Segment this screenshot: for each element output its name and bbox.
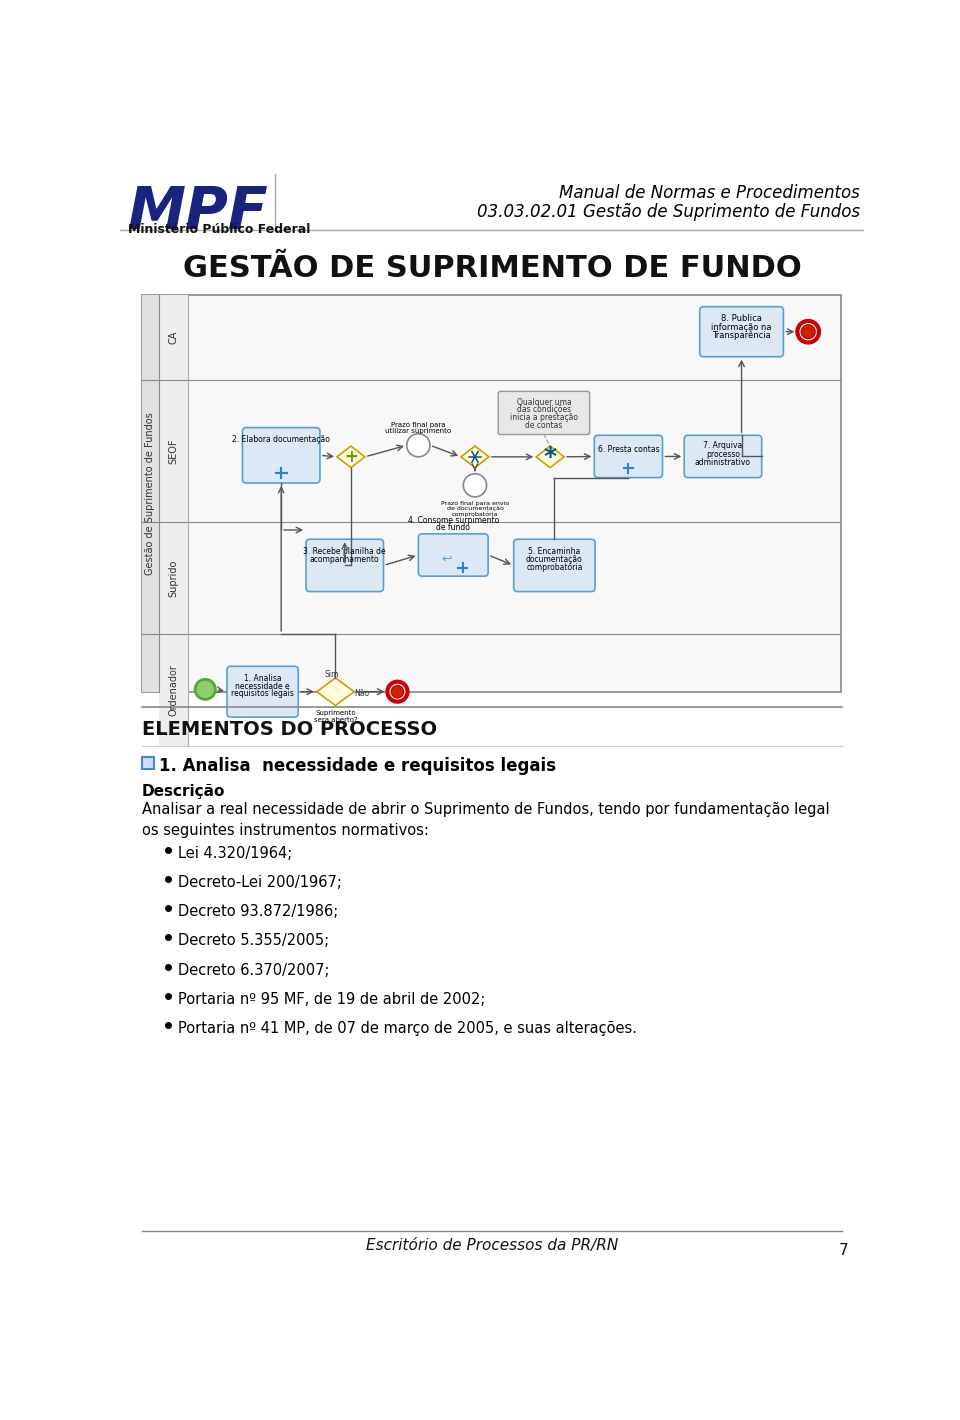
FancyBboxPatch shape bbox=[684, 436, 761, 477]
Text: Gestão de Suprimento de Fundos: Gestão de Suprimento de Fundos bbox=[145, 412, 156, 575]
Text: CA: CA bbox=[168, 331, 179, 344]
Text: utilizar suprimento: utilizar suprimento bbox=[385, 427, 451, 433]
Text: 5. Encaminha: 5. Encaminha bbox=[528, 547, 581, 555]
Text: documentação: documentação bbox=[526, 555, 583, 564]
Text: Decreto-Lei 200/1967;: Decreto-Lei 200/1967; bbox=[179, 875, 342, 890]
FancyBboxPatch shape bbox=[158, 379, 188, 523]
Text: Portaria nº 95 MF, de 19 de abril de 2002;: Portaria nº 95 MF, de 19 de abril de 200… bbox=[179, 993, 486, 1007]
Text: Decreto 93.872/1986;: Decreto 93.872/1986; bbox=[179, 905, 338, 919]
Text: das condições: das condições bbox=[516, 405, 571, 415]
FancyBboxPatch shape bbox=[243, 427, 320, 483]
FancyBboxPatch shape bbox=[158, 633, 188, 746]
FancyBboxPatch shape bbox=[142, 757, 155, 770]
Text: +: + bbox=[344, 447, 358, 466]
FancyBboxPatch shape bbox=[498, 392, 589, 435]
Text: Manual de Normas e Procedimentos: Manual de Normas e Procedimentos bbox=[560, 185, 860, 202]
Circle shape bbox=[802, 325, 815, 338]
Text: de fundo: de fundo bbox=[436, 523, 470, 531]
Text: administrativo: administrativo bbox=[695, 457, 751, 467]
Text: Descrição: Descrição bbox=[142, 784, 225, 799]
FancyBboxPatch shape bbox=[594, 436, 662, 477]
Circle shape bbox=[195, 679, 215, 700]
FancyBboxPatch shape bbox=[142, 295, 158, 693]
Text: 7: 7 bbox=[839, 1242, 849, 1258]
Text: 3. Recebe planilha de: 3. Recebe planilha de bbox=[303, 547, 386, 555]
Text: MPF: MPF bbox=[128, 185, 269, 241]
Text: Qualquer uma: Qualquer uma bbox=[516, 398, 571, 406]
Text: Portaria nº 41 MP, de 07 de março de 2005, e suas alterações.: Portaria nº 41 MP, de 07 de março de 200… bbox=[179, 1021, 637, 1037]
Text: informação na: informação na bbox=[711, 322, 772, 332]
FancyBboxPatch shape bbox=[419, 534, 488, 577]
Circle shape bbox=[392, 686, 403, 697]
Text: de contas: de contas bbox=[525, 420, 563, 430]
Text: Analisar a real necessidade de abrir o Suprimento de Fundos, tendo por fundament: Analisar a real necessidade de abrir o S… bbox=[142, 802, 829, 838]
Text: GESTÃO DE SUPRIMENTO DE FUNDO: GESTÃO DE SUPRIMENTO DE FUNDO bbox=[182, 254, 802, 283]
Circle shape bbox=[798, 321, 819, 342]
Text: sera aberto?: sera aberto? bbox=[314, 717, 357, 723]
FancyBboxPatch shape bbox=[514, 540, 595, 592]
Text: Sim: Sim bbox=[324, 670, 339, 679]
Text: comprobatória: comprobatória bbox=[452, 511, 498, 517]
Text: 8. Publica: 8. Publica bbox=[721, 314, 762, 324]
Text: ELEMENTOS DO PROCESSO: ELEMENTOS DO PROCESSO bbox=[142, 720, 437, 740]
Text: comprobatória: comprobatória bbox=[526, 562, 583, 572]
Text: inicia a prestação: inicia a prestação bbox=[510, 413, 578, 422]
Polygon shape bbox=[537, 446, 564, 467]
Text: Prazo final para: Prazo final para bbox=[391, 422, 445, 429]
Text: 03.03.02.01 Gestão de Suprimento de Fundos: 03.03.02.01 Gestão de Suprimento de Fund… bbox=[477, 203, 860, 220]
Circle shape bbox=[407, 433, 430, 457]
FancyBboxPatch shape bbox=[142, 295, 841, 693]
Text: Suprido: Suprido bbox=[168, 559, 179, 596]
Polygon shape bbox=[461, 446, 489, 467]
Text: ↩: ↩ bbox=[442, 552, 452, 565]
Text: Transparência: Transparência bbox=[712, 331, 771, 339]
Text: 6. Presta contas: 6. Presta contas bbox=[597, 444, 660, 453]
FancyBboxPatch shape bbox=[700, 307, 783, 356]
Text: 2. Elabora documentação: 2. Elabora documentação bbox=[232, 436, 330, 444]
Text: SEOF: SEOF bbox=[168, 439, 179, 464]
Text: Ordenador: Ordenador bbox=[168, 663, 179, 716]
FancyBboxPatch shape bbox=[158, 295, 188, 379]
FancyBboxPatch shape bbox=[158, 523, 188, 633]
Text: Não: Não bbox=[354, 689, 370, 697]
Text: Escritório de Processos da PR/RN: Escritório de Processos da PR/RN bbox=[366, 1238, 618, 1252]
Text: *: * bbox=[543, 444, 557, 469]
Text: 4. Consome surpimento: 4. Consome surpimento bbox=[408, 515, 499, 524]
Text: requisitos legais: requisitos legais bbox=[231, 689, 294, 699]
Text: Ministério Público Federal: Ministério Público Federal bbox=[128, 223, 310, 236]
FancyBboxPatch shape bbox=[306, 540, 383, 592]
Polygon shape bbox=[337, 446, 365, 467]
Text: necessidade e: necessidade e bbox=[235, 682, 290, 690]
Text: 1. Analisa  necessidade e requisitos legais: 1. Analisa necessidade e requisitos lega… bbox=[158, 757, 556, 775]
Circle shape bbox=[464, 474, 487, 497]
Text: 1. Analisa: 1. Analisa bbox=[244, 674, 281, 683]
Text: Decreto 6.370/2007;: Decreto 6.370/2007; bbox=[179, 963, 329, 978]
Text: de documentação: de documentação bbox=[446, 506, 503, 511]
Text: 7. Arquiva: 7. Arquiva bbox=[704, 442, 743, 450]
Circle shape bbox=[388, 682, 408, 701]
Text: acompanhamento: acompanhamento bbox=[310, 555, 379, 564]
Text: Decreto 5.355/2005;: Decreto 5.355/2005; bbox=[179, 933, 329, 949]
Text: Suprimento: Suprimento bbox=[315, 710, 356, 716]
Text: processo: processo bbox=[706, 450, 740, 459]
FancyBboxPatch shape bbox=[227, 666, 299, 717]
Text: Prazo final para envio: Prazo final para envio bbox=[441, 501, 509, 506]
Text: Lei 4.320/1964;: Lei 4.320/1964; bbox=[179, 846, 293, 861]
Polygon shape bbox=[317, 677, 354, 706]
